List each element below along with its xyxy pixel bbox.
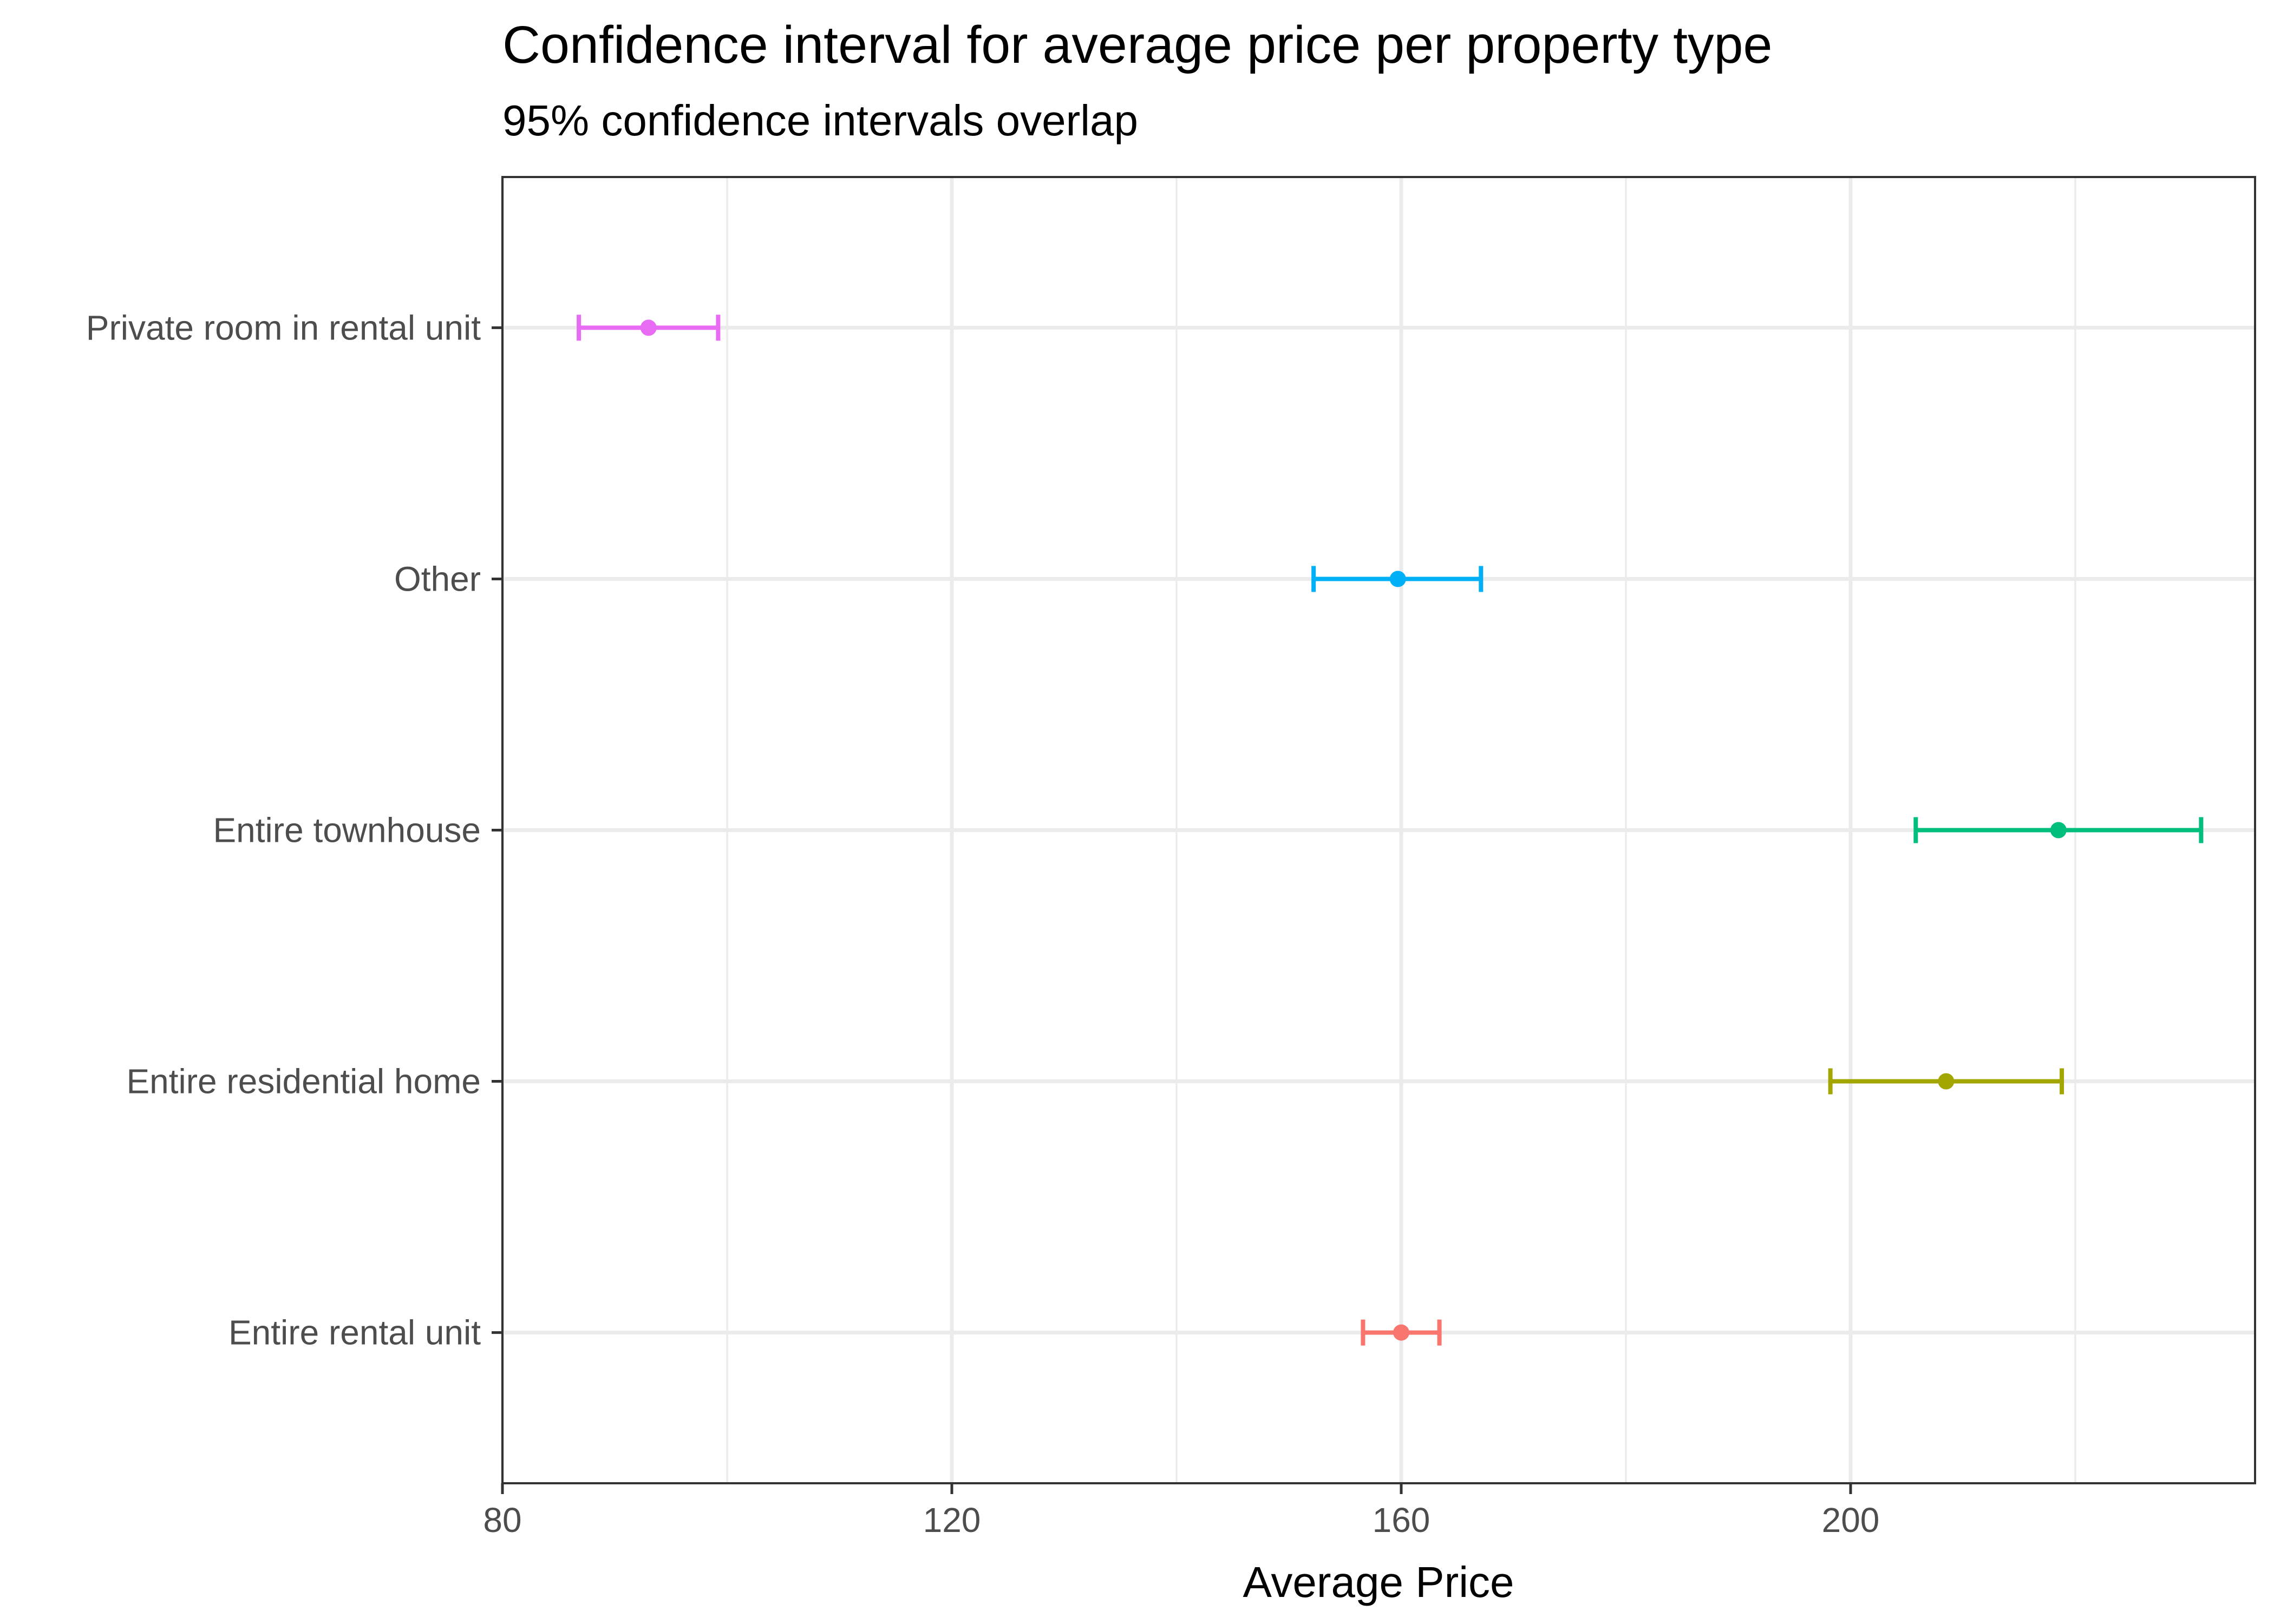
error-bar: [1311, 566, 1484, 592]
mean-point: [1389, 571, 1406, 587]
mean-point: [640, 319, 657, 336]
x-axis-title: Average Price: [1243, 1558, 1514, 1606]
y-tick-label: Entire townhouse: [213, 811, 481, 850]
x-tick-label: 120: [923, 1501, 981, 1540]
x-tick-label: 200: [1822, 1501, 1880, 1540]
error-bars: [577, 315, 2204, 1346]
mean-point: [1938, 1073, 1955, 1090]
error-bar: [577, 315, 721, 341]
y-tick-label: Entire rental unit: [228, 1313, 481, 1352]
chart-subtitle: 95% confidence intervals overlap: [502, 96, 1138, 145]
chart-title: Confidence interval for average price pe…: [502, 15, 1772, 74]
y-tick-label: Entire residential home: [126, 1062, 481, 1101]
x-tick-label: 80: [483, 1501, 521, 1540]
error-bar: [1913, 817, 2204, 843]
mean-point: [1393, 1324, 1409, 1341]
y-tick-label: Private room in rental unit: [86, 308, 481, 347]
axes: 80 120 160 200 Entire rental unit Entire resi…: [86, 308, 1880, 1540]
mean-point: [2050, 822, 2067, 839]
x-tick-label: 160: [1373, 1501, 1430, 1540]
y-tick-label: Other: [394, 559, 481, 598]
error-bar: [1361, 1319, 1442, 1346]
error-bar: [1828, 1068, 2064, 1095]
